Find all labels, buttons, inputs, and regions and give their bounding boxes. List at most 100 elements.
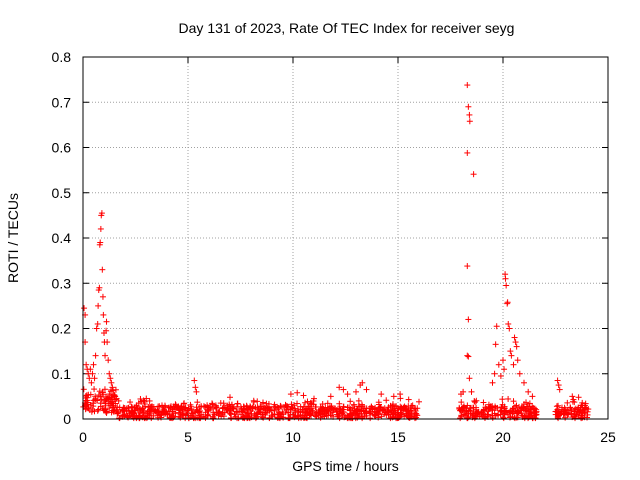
data-point — [359, 379, 366, 386]
data-point-background — [470, 408, 477, 415]
data-point-background — [100, 389, 107, 396]
data-point-background — [312, 403, 319, 410]
data-point-background — [178, 403, 185, 410]
data-point-background — [254, 409, 261, 416]
data-point — [98, 210, 105, 217]
data-point-background — [263, 409, 270, 416]
data-point-background — [230, 405, 237, 412]
data-point-background — [145, 412, 152, 419]
data-point — [500, 357, 506, 364]
data-point-background — [234, 400, 241, 407]
data-point-background — [578, 412, 585, 419]
data-point-background — [347, 398, 354, 405]
data-point-background — [480, 399, 487, 406]
data-point — [86, 375, 93, 382]
data-point-background — [334, 411, 341, 418]
data-point-background — [250, 398, 257, 405]
data-point-background — [92, 395, 99, 402]
data-point-background — [499, 401, 506, 408]
data-point-background — [520, 404, 527, 411]
data-point-background — [138, 398, 145, 405]
data-point-background — [146, 411, 153, 418]
data-point — [95, 302, 102, 309]
data-point-background — [304, 398, 311, 405]
data-point-background — [317, 405, 324, 412]
data-point-background — [307, 410, 314, 417]
data-point-background — [257, 403, 264, 410]
data-point-background — [471, 415, 478, 422]
data-point-background — [210, 409, 217, 416]
data-point — [90, 361, 97, 368]
data-point — [87, 366, 94, 373]
data-point — [115, 397, 122, 404]
data-point-background — [177, 409, 184, 416]
data-point — [468, 388, 475, 395]
data-point-background — [457, 407, 464, 414]
data-point — [192, 384, 199, 391]
data-point — [294, 389, 301, 396]
data-point-background — [263, 400, 270, 407]
data-point-background — [485, 405, 492, 412]
data-point-background — [101, 406, 108, 413]
data-point — [464, 82, 471, 89]
data-point — [575, 394, 582, 401]
data-point-background — [324, 400, 331, 407]
data-point-background — [95, 406, 102, 413]
data-point-background — [239, 414, 246, 421]
data-point — [94, 320, 101, 327]
data-point-background — [381, 405, 388, 412]
data-point-background — [195, 409, 202, 416]
data-point — [83, 361, 90, 368]
data-point-background — [192, 415, 199, 422]
data-point-background — [359, 403, 366, 410]
data-point-background — [95, 392, 102, 399]
data-point — [466, 111, 473, 118]
data-point — [508, 352, 515, 359]
data-point-background — [563, 409, 570, 416]
data-point — [344, 391, 351, 398]
data-point — [390, 393, 397, 400]
data-point-background — [328, 405, 335, 412]
data-point — [511, 334, 518, 341]
data-point-background — [403, 404, 410, 411]
data-point — [105, 357, 112, 364]
data-point — [81, 305, 88, 312]
data-point — [464, 352, 471, 359]
data-point — [525, 388, 532, 395]
data-point — [491, 370, 498, 377]
data-point-background — [336, 400, 343, 407]
data-point — [504, 299, 511, 306]
data-point-background — [116, 415, 123, 422]
data-point-background — [489, 407, 496, 414]
data-point-background — [501, 408, 508, 415]
data-point — [287, 391, 294, 398]
data-point-background — [498, 404, 505, 411]
data-point-background — [527, 406, 534, 413]
data-point-background — [145, 404, 152, 411]
data-point-background — [94, 407, 101, 414]
data-point-background — [270, 403, 277, 410]
data-point-background — [123, 405, 130, 412]
data-point — [513, 343, 520, 350]
x-tick-label: 25 — [600, 429, 616, 445]
data-point-background — [582, 400, 589, 407]
data-point-background — [499, 396, 506, 403]
data-point-background — [532, 415, 539, 422]
data-point-background — [80, 386, 87, 393]
data-point-background — [135, 413, 142, 420]
data-point-background — [172, 401, 179, 408]
data-point-background — [220, 400, 227, 407]
data-point — [96, 284, 103, 291]
data-point-background — [130, 415, 137, 422]
data-point-background — [557, 410, 564, 417]
data-point-background — [187, 412, 194, 419]
data-point — [555, 382, 562, 389]
data-point — [97, 239, 104, 246]
data-point — [466, 375, 473, 382]
data-point-background — [458, 399, 465, 406]
data-point-background — [188, 403, 195, 410]
data-point-background — [165, 404, 172, 411]
data-point-background — [169, 415, 176, 422]
data-point-background — [531, 410, 538, 417]
